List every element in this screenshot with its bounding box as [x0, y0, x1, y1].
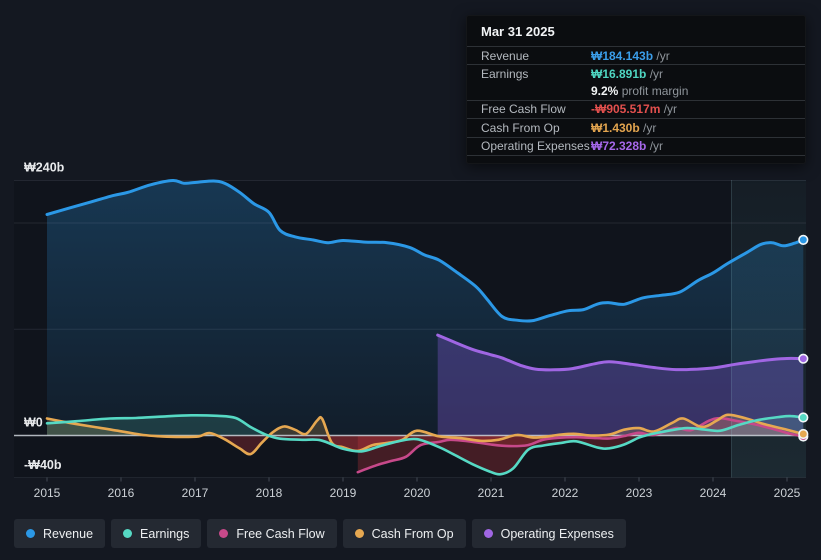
- endpoint-dot-revenue[interactable]: [798, 234, 809, 245]
- legend-item-cash-from-op[interactable]: Cash From Op: [342, 519, 466, 548]
- tooltip-value: 9.2%: [591, 84, 619, 99]
- tooltip-row-profit-margin: 9.2% profit margin: [467, 82, 805, 101]
- series-line-earnings[interactable]: [45, 413, 805, 476]
- x-axis-label: 2025: [774, 486, 801, 500]
- legend-label: Earnings: [140, 526, 190, 541]
- area-operating-expenses: [437, 335, 804, 436]
- chart-tooltip: Mar 31 2025 Revenue ₩184.143b /yr Earnin…: [466, 15, 806, 164]
- endpoint-dot-cash-from-op[interactable]: [798, 428, 809, 440]
- free-cash-flow-series-dot: [219, 529, 229, 538]
- operating-expenses-series-dot: [483, 529, 493, 538]
- tooltip-suffix: /yr: [660, 102, 678, 117]
- tooltip-value: -₩905.517m: [591, 102, 661, 117]
- legend-label: Operating Expenses: [500, 526, 614, 541]
- legend-item-earnings[interactable]: Earnings: [111, 519, 202, 548]
- tooltip-row-cash-from-op: Cash From Op ₩1.430b /yr: [467, 119, 805, 138]
- x-axis-label: 2019: [330, 486, 357, 500]
- tooltip-suffix: /yr: [639, 120, 657, 135]
- tooltip-suffix: /yr: [653, 48, 670, 63]
- x-axis-label: 2016: [108, 486, 135, 500]
- tooltip-suffix: /yr: [646, 139, 664, 154]
- x-axis-label: 2023: [626, 486, 653, 500]
- x-axis-label: 2024: [700, 486, 727, 500]
- cash-from-op-series-dot: [354, 529, 364, 538]
- tooltip-row-revenue: Revenue ₩184.143b /yr: [467, 47, 805, 66]
- x-axis-label: 2021: [478, 486, 505, 500]
- legend-label: Cash From Op: [371, 526, 454, 541]
- chart-legend: Revenue Earnings Free Cash Flow Cash Fro…: [14, 519, 626, 548]
- tooltip-suffix: profit margin: [618, 84, 689, 99]
- endpoint-dot-operating-expenses[interactable]: [798, 353, 809, 364]
- legend-item-free-cash-flow[interactable]: Free Cash Flow: [207, 519, 337, 548]
- x-axis-label: 2017: [182, 486, 209, 500]
- tooltip-label: Operating Expenses: [481, 139, 590, 154]
- endpoint-dot-earnings[interactable]: [798, 412, 809, 423]
- tooltip-label: Free Cash Flow: [481, 102, 566, 117]
- area-revenue: [47, 180, 804, 436]
- y-axis-label: -₩40b: [24, 458, 62, 472]
- x-axis-label: 2018: [256, 486, 283, 500]
- tooltip-value: ₩72.328b: [591, 139, 647, 154]
- tooltip-suffix: /yr: [646, 66, 664, 81]
- x-axis-label: 2020: [404, 486, 431, 500]
- tooltip-value: ₩1.430b: [591, 120, 640, 135]
- legend-label: Revenue: [43, 526, 94, 541]
- revenue-series-dot: [26, 529, 35, 538]
- series-line-revenue[interactable]: [45, 178, 805, 323]
- tooltip-label: Cash From Op: [481, 120, 560, 135]
- x-axis-label: 2015: [34, 486, 61, 500]
- x-axis-label: 2022: [552, 486, 579, 500]
- tooltip-value: ₩184.143b: [591, 48, 654, 63]
- tooltip-label: Earnings: [481, 66, 529, 81]
- earnings-series-dot: [123, 529, 133, 538]
- tooltip-date: Mar 31 2025: [467, 16, 805, 47]
- legend-item-operating-expenses[interactable]: Operating Expenses: [471, 519, 626, 548]
- tooltip-label: Revenue: [481, 48, 530, 63]
- y-axis-label: ₩0: [24, 416, 43, 430]
- series-line-operating-expenses[interactable]: [436, 333, 805, 372]
- tooltip-row-earnings: Earnings ₩16.891b /yr: [467, 65, 805, 82]
- legend-label: Free Cash Flow: [236, 526, 325, 541]
- tooltip-row-free-cash-flow: Free Cash Flow -₩905.517m /yr: [467, 101, 805, 120]
- legend-item-revenue[interactable]: Revenue: [14, 519, 106, 548]
- tooltip-value: ₩16.891b: [591, 66, 647, 81]
- tooltip-row-operating-expenses: Operating Expenses ₩72.328b /yr: [467, 138, 805, 156]
- y-axis-label: ₩240b: [24, 161, 65, 175]
